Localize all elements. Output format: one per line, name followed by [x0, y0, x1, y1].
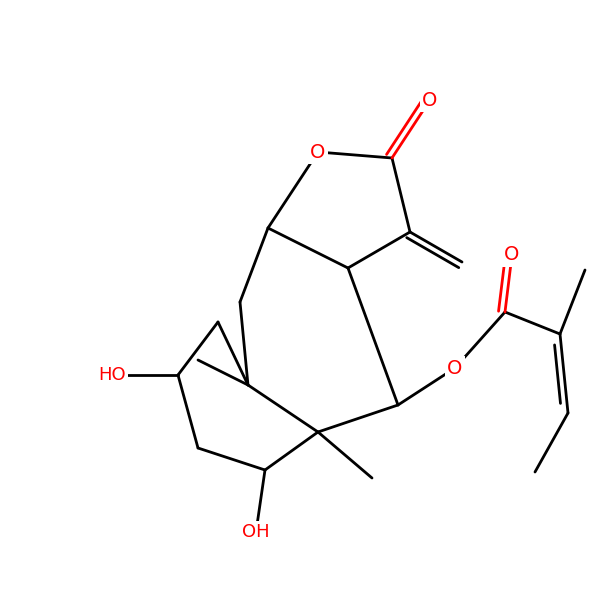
Text: O: O: [505, 245, 520, 265]
Text: O: O: [448, 358, 463, 377]
Text: OH: OH: [242, 523, 270, 541]
Text: O: O: [310, 142, 326, 161]
Text: O: O: [422, 91, 437, 109]
Text: HO: HO: [98, 366, 126, 384]
